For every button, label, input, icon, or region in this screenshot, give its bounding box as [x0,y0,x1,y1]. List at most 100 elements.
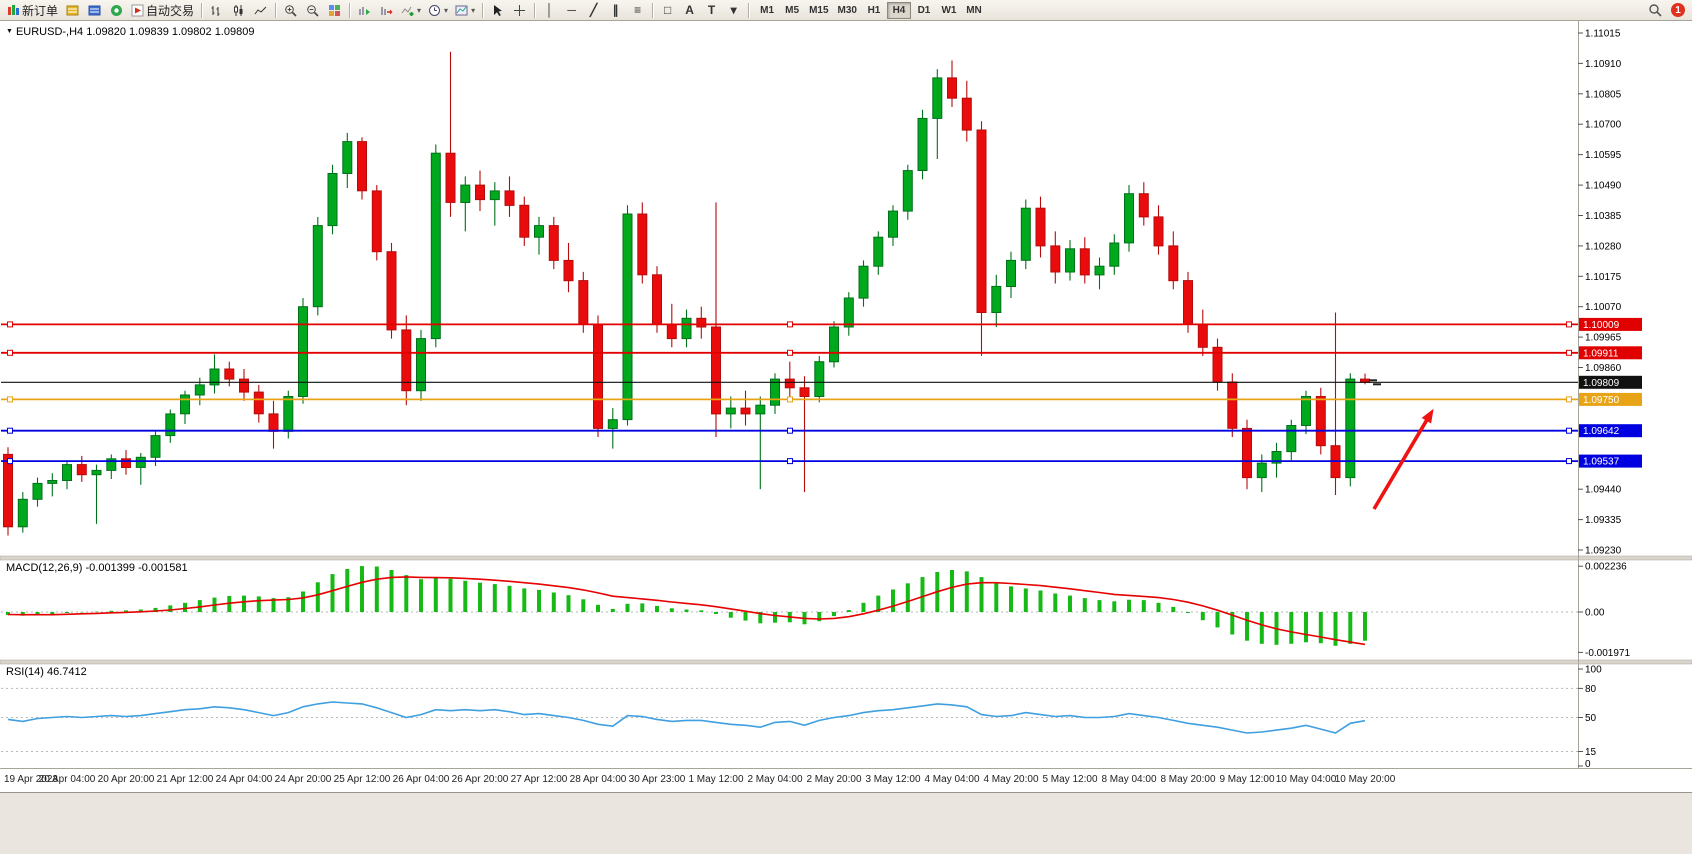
market-watch-button[interactable] [62,1,83,19]
candle [135,456,146,468]
cursor-button[interactable] [487,1,508,19]
timeframe-d1-button[interactable]: D1 [912,2,936,19]
toolbar-separator [482,2,484,18]
time-label: 30 Apr 23:00 [629,774,686,785]
data-window-button[interactable] [84,1,105,19]
time-label: 8 May 20:00 [1160,774,1215,785]
chevron-down-icon: ▾ [444,5,449,15]
panel-separator[interactable] [0,659,1692,665]
search-button[interactable] [1644,1,1665,19]
arrow-head[interactable] [1421,408,1434,424]
candle [829,326,839,363]
line-handle[interactable] [7,427,13,434]
text-label-button[interactable]: T [701,1,722,19]
line-handle[interactable] [787,458,793,465]
vertical-line-button[interactable]: │ [539,1,560,19]
arrows-button[interactable]: ▾ [723,1,744,19]
chart-shift-icon [381,6,393,15]
timeframe-m15-button[interactable]: M15 [805,2,832,19]
candle [607,419,618,429]
candle [902,170,913,212]
timeframe-m1-button[interactable]: M1 [755,2,779,19]
candle [1006,259,1016,287]
line-handle[interactable] [7,321,13,328]
zoom-out-button[interactable] [302,1,323,19]
new-order-button[interactable]: 新订单 [4,1,61,19]
arrow-shaft[interactable] [1372,416,1430,510]
zoom-in-button[interactable] [280,1,301,19]
price-tick-label: 1.09965 [1585,333,1622,344]
market-watch-icon [66,5,79,15]
price-tick-label: 1.09860 [1585,363,1622,374]
periods-button[interactable]: ▾ [425,1,451,19]
price-axis[interactable]: 1.11015 1.10910 1.10805 1.10700 1.10595 1.104… [1578,29,1622,557]
line-handle[interactable] [1566,396,1572,403]
candle [1020,207,1031,261]
candle [268,413,279,432]
trend-arrow-annotation[interactable] [1372,408,1434,510]
time-label: 19 Apr 2023 [4,774,58,785]
horizontal-line-button[interactable]: ─ [561,1,582,19]
candle [1301,396,1311,426]
timeframe-m30-button[interactable]: M30 [834,2,861,19]
dropdown-triangle-icon[interactable]: ▼ [6,28,13,35]
candle [873,236,884,267]
candle [91,469,102,476]
chart-shift-button[interactable] [376,1,397,19]
candle [475,184,485,201]
equidistant-channel-button[interactable]: ∥ [605,1,626,19]
chevron-down-icon: ▾ [417,5,422,15]
line-handle[interactable] [7,349,13,356]
templates-button[interactable]: ▾ [452,1,478,19]
time-label: 24 Apr 20:00 [275,774,332,785]
candlestick-chart-button[interactable] [228,1,249,19]
horizontal-price-lines[interactable] [1,321,1578,465]
candle [1065,248,1075,273]
bar-chart-button[interactable] [206,1,227,19]
chart-window[interactable]: 1.11015 1.10910 1.10805 1.10700 1.10595 1.104… [0,21,1692,792]
new-order-label: 新订单 [22,3,59,18]
line-handle[interactable] [787,427,793,434]
notification-badge[interactable]: 1 [1671,3,1685,17]
timeframe-h4-button[interactable]: H4 [886,1,911,19]
line-handle[interactable] [7,396,13,403]
price-tag [1579,424,1642,438]
timeframe-m5-button[interactable]: M5 [780,2,804,19]
candle [121,458,131,468]
price-tick-label: 1.10595 [1585,150,1622,161]
price-tag-label: 1.09750 [1583,395,1620,406]
line-chart-button[interactable] [250,1,271,19]
line-handle[interactable] [1566,321,1572,328]
timeframe-h1-button[interactable]: H1 [862,2,886,19]
bottom-empty-area [0,792,1692,854]
price-tag-label: 1.09537 [1583,457,1620,468]
price-tick-label: 1.10280 [1585,241,1622,252]
macd-tick-label: 0.00 [1585,608,1605,619]
trendline-button[interactable]: ╱ [583,1,604,19]
line-handle[interactable] [1566,427,1572,434]
mql5-community-button[interactable] [106,1,127,19]
candle [312,225,323,308]
price-tag-label: 1.10009 [1583,320,1620,331]
crosshair-button[interactable] [509,1,530,19]
auto-scroll-button[interactable] [354,1,375,19]
timeframe-mn-button[interactable]: MN [962,2,986,19]
indicators-button[interactable]: ▾ [398,1,424,19]
panel-separator[interactable] [0,555,1692,561]
shapes-button[interactable]: □ [657,1,678,19]
line-handle[interactable] [787,321,793,328]
candle [165,413,176,437]
timeframe-w1-button[interactable]: W1 [937,2,961,19]
tile-windows-button[interactable] [324,1,345,19]
line-handle[interactable] [1566,458,1572,465]
auto-trading-button[interactable]: 自动交易 [128,1,197,19]
line-handle[interactable] [7,458,13,465]
bar-chart-icon [211,5,220,16]
line-handle[interactable] [787,396,793,403]
line-handle[interactable] [787,349,793,356]
fibonacci-button[interactable]: ≡ [627,1,648,19]
line-handle[interactable] [1566,349,1572,356]
chart-canvas[interactable]: 1.11015 1.10910 1.10805 1.10700 1.10595 1.104… [0,21,1692,792]
text-button[interactable]: A [679,1,700,19]
